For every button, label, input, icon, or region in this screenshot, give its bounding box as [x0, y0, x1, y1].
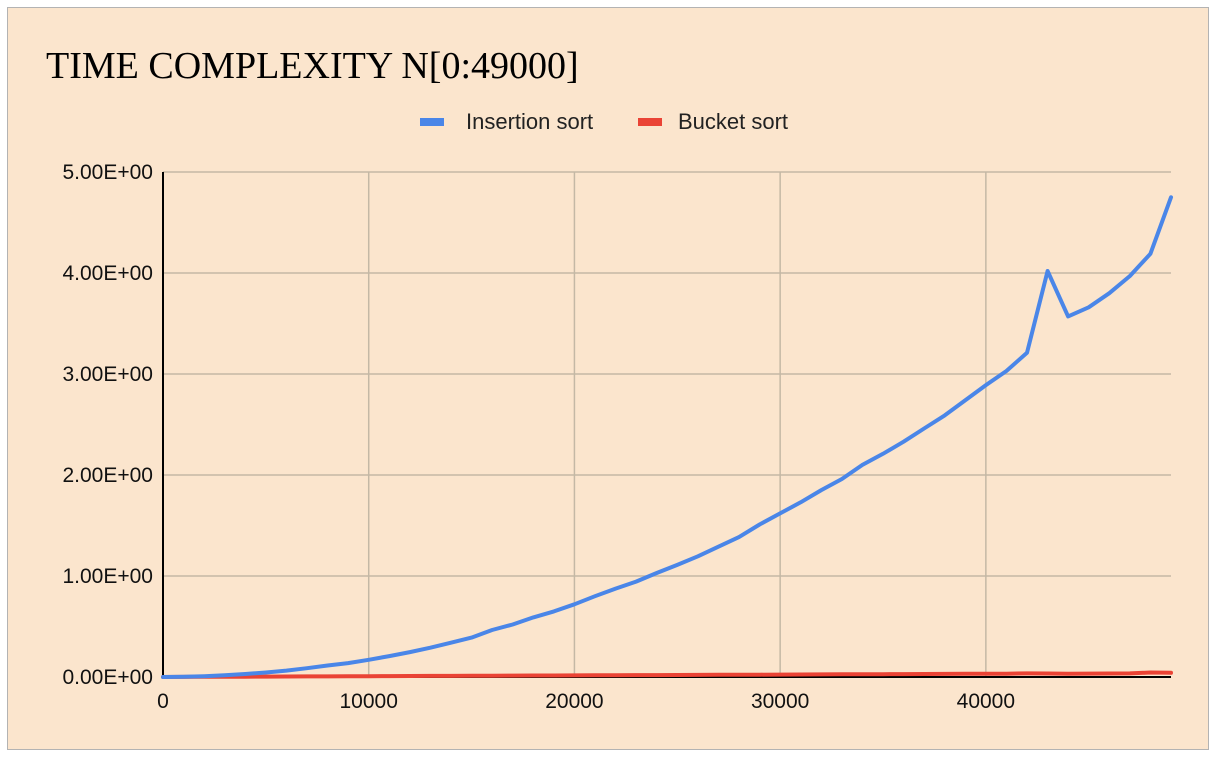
series-line-insertion-sort: [161, 195, 1173, 679]
legend: Insertion sort Bucket sort: [420, 109, 788, 134]
chart-title: TIME COMPLEXITY N[0:49000]: [46, 45, 579, 87]
legend-label-insertion-sort: Insertion sort: [466, 109, 593, 134]
x-tick-label: 30000: [751, 690, 809, 713]
x-tick-label: 10000: [340, 690, 398, 713]
x-tick-label: 40000: [957, 690, 1015, 713]
y-tick-label: 1.00E+00: [62, 565, 153, 588]
x-tick-label: 0: [157, 690, 169, 713]
y-tick-label: 2.00E+00: [62, 464, 153, 487]
legend-swatch-bucket-sort: [638, 118, 662, 126]
y-tick-label: 0.00E+00: [62, 666, 153, 689]
series-lines: [161, 195, 1173, 679]
y-tick-label: 4.00E+00: [62, 262, 153, 285]
x-tick-label: 20000: [545, 690, 603, 713]
axes: [162, 172, 1171, 678]
y-tick-label: 3.00E+00: [62, 363, 153, 386]
legend-swatch-insertion-sort: [420, 118, 444, 126]
x-axis-tick-labels: 0 10000 20000 30000 40000: [157, 690, 1015, 713]
chart-container: TIME COMPLEXITY N[0:49000] Insertion sor…: [7, 7, 1209, 750]
grid: [163, 171, 1171, 677]
legend-label-bucket-sort: Bucket sort: [678, 109, 788, 134]
y-axis-tick-labels: 0.00E+00 1.00E+00 2.00E+00 3.00E+00 4.00E+00…: [62, 161, 153, 689]
series-line-bucket-sort: [161, 670, 1173, 679]
y-tick-label: 5.00E+00: [62, 161, 153, 184]
line-chart: TIME COMPLEXITY N[0:49000] Insertion sor…: [46, 45, 1173, 713]
